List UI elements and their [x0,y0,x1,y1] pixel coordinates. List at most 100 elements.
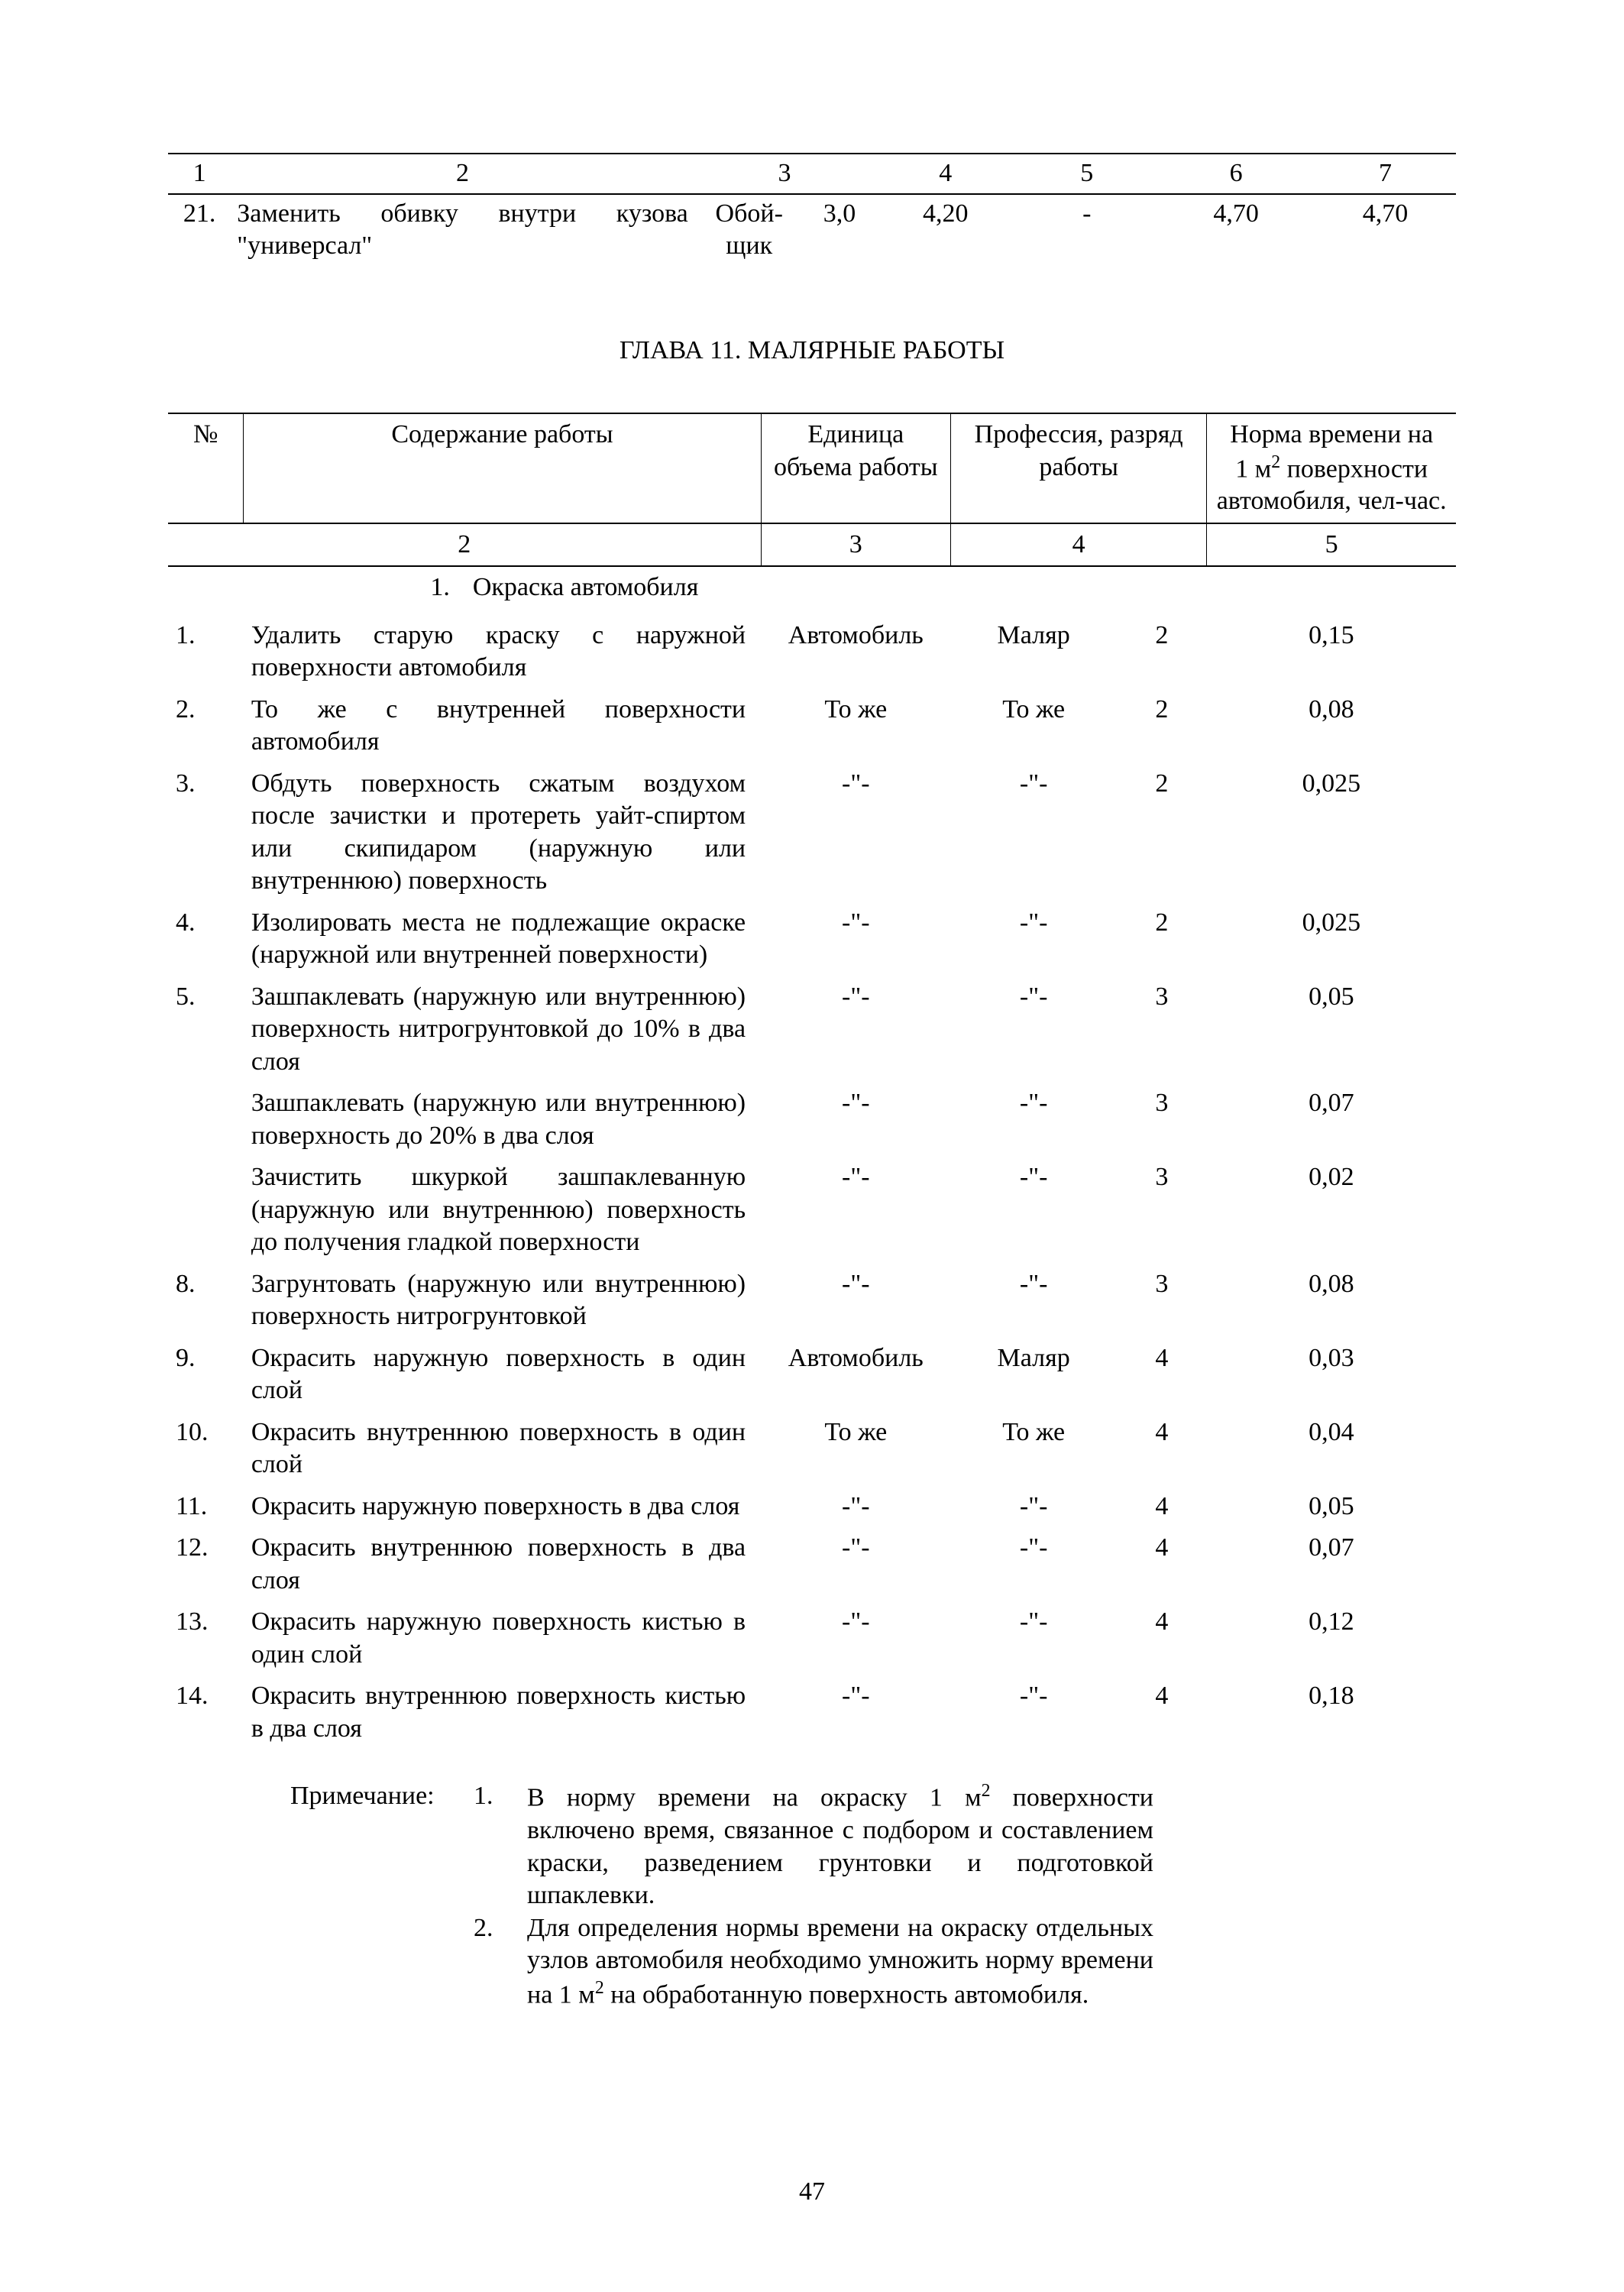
row-norm: 0,05 [1207,1486,1456,1528]
row-num: 8. [168,1264,244,1338]
row-unit: -"- [761,1157,950,1264]
row-grade: 4 [1117,1675,1207,1750]
row-prof: -"- [950,763,1116,902]
row-col3a: Обой­щик [694,194,804,266]
row-num [168,1083,244,1157]
row-grade: 4 [1117,1486,1207,1528]
row-norm: 0,02 [1207,1157,1456,1264]
row-num: 5. [168,976,244,1083]
row-unit: -"- [761,1601,950,1675]
table-header-row: 1 2 3 4 5 6 7 [168,154,1456,194]
table-row: Зачистить шкуркой зашпаклеванную (наружн… [168,1157,1456,1264]
table-row: 5.Зашпаклевать (наружную или внутрен­нюю… [168,976,1456,1083]
row-grade: 2 [1117,902,1207,976]
head-norm-l1: Норма времени на [1230,420,1433,448]
sup-2: 2 [1271,452,1280,472]
row-grade: 2 [1117,763,1207,902]
row-desc: Зачистить шкуркой зашпаклеванную (наружн… [244,1157,761,1264]
col-num: 7 [1315,154,1456,194]
note-num: 2. [474,1912,519,2012]
row-desc: Загрунтовать (наружную или внутреннюю) п… [244,1264,761,1338]
row-grade: 4 [1117,1412,1207,1486]
table-row: 1.Удалить старую краску с наружной повер… [168,615,1456,689]
section-row: 1.Окраска автомобиля [168,566,1456,615]
table-row: 2.То же с внутренней поверхности автомоб… [168,689,1456,763]
row-unit: То же [761,689,950,763]
row-norm: 0,08 [1207,1264,1456,1338]
row-grade: 3 [1117,1157,1207,1264]
row-col3b: 3,0 [804,194,875,266]
row-num: 11. [168,1486,244,1528]
head-norm-l2a: 1 м [1235,455,1271,483]
table-row: 12.Окрасить внутреннюю поверхность в два… [168,1527,1456,1601]
head-prof: Профессия, разряд работы [950,413,1206,523]
row-prof: -"- [950,976,1116,1083]
row-grade: 4 [1117,1601,1207,1675]
row-desc: Изолировать места не подлежащие окраске … [244,902,761,976]
row-desc: Окрасить наружную поверхность в два слоя [244,1486,761,1528]
row-norm: 0,18 [1207,1675,1456,1750]
row-norm: 0,04 [1207,1412,1456,1486]
row-prof: То же [950,689,1116,763]
col-num: 4 [875,154,1016,194]
row-norm: 0,025 [1207,763,1456,902]
row-num: 14. [168,1675,244,1750]
row-norm: 0,12 [1207,1601,1456,1675]
head-desc: Содержание работы [244,413,761,523]
row-grade: 3 [1117,1264,1207,1338]
coln-2: 2 [168,523,761,567]
row-norm: 0,07 [1207,1083,1456,1157]
sup-2: 2 [982,1781,991,1801]
note-pre: В норму времени на окраску 1 м [527,1784,982,1812]
head-norm-l3: автомобиля, чел-час. [1217,487,1447,515]
row-prof: -"- [950,1486,1116,1528]
col-num: 1 [168,154,231,194]
sup-2: 2 [595,1978,604,1998]
row-grade: 4 [1117,1527,1207,1601]
section-num: 1. [251,571,473,604]
row-desc: Заменить обивку внутри кузова "универсал… [231,194,694,266]
row-prof: -"- [950,1264,1116,1338]
note-post: на обработанную поверхность автомобиля. [604,1980,1089,2009]
row-desc: Зашпаклевать (наружную или внутрен­нюю) … [244,976,761,1083]
row-desc: То же с внутренней поверхности автомобил… [244,689,761,763]
row-unit: То же [761,1412,950,1486]
row-prof: Маляр [950,615,1116,689]
row-num: 1. [168,615,244,689]
row-col7: 4,70 [1315,194,1456,266]
row-norm: 0,07 [1207,1527,1456,1601]
head-num: № [168,413,244,523]
table-row: 14.Окрасить внутреннюю поверхность кисть… [168,1675,1456,1750]
table-row: 9.Окрасить наружную поверхность в один с… [168,1338,1456,1412]
row-norm: 0,08 [1207,689,1456,763]
row-prof: -"- [950,1083,1116,1157]
row-desc: Окрасить внутреннюю поверхность в один с… [244,1412,761,1486]
top-fragment-table: 1 2 3 4 5 6 7 21. Заменить обивку внутри… [168,153,1456,266]
row-prof: -"- [950,1157,1116,1264]
row-desc: Зашпаклевать (наружную или внутрен­нюю) … [244,1083,761,1157]
notes-block: Примечание: 1. В норму времени на окраск… [290,1780,1456,2011]
row-num: 9. [168,1338,244,1412]
row-unit: -"- [761,1675,950,1750]
row-unit: -"- [761,763,950,902]
row-num: 2. [168,689,244,763]
row-prof: -"- [950,1601,1116,1675]
row-grade: 3 [1117,976,1207,1083]
row-prof: -"- [950,1675,1116,1750]
table-row: 10.Окрасить внутреннюю поверхность в оди… [168,1412,1456,1486]
row-grade: 3 [1117,1083,1207,1157]
row-norm: 0,03 [1207,1338,1456,1412]
row-num: 4. [168,902,244,976]
row-unit: -"- [761,1083,950,1157]
row-num: 10. [168,1412,244,1486]
row-grade: 2 [1117,615,1207,689]
row-num: 13. [168,1601,244,1675]
col-num: 2 [231,154,694,194]
row-unit: -"- [761,976,950,1083]
row-unit: Автомобиль [761,1338,950,1412]
chapter-title: ГЛАВА 11. МАЛЯРНЫЕ РАБОТЫ [168,335,1456,367]
coln-3: 3 [761,523,950,567]
table-row: 21. Заменить обивку внутри кузова "униве… [168,194,1456,266]
row-num: 3. [168,763,244,902]
row-unit: -"- [761,1264,950,1338]
